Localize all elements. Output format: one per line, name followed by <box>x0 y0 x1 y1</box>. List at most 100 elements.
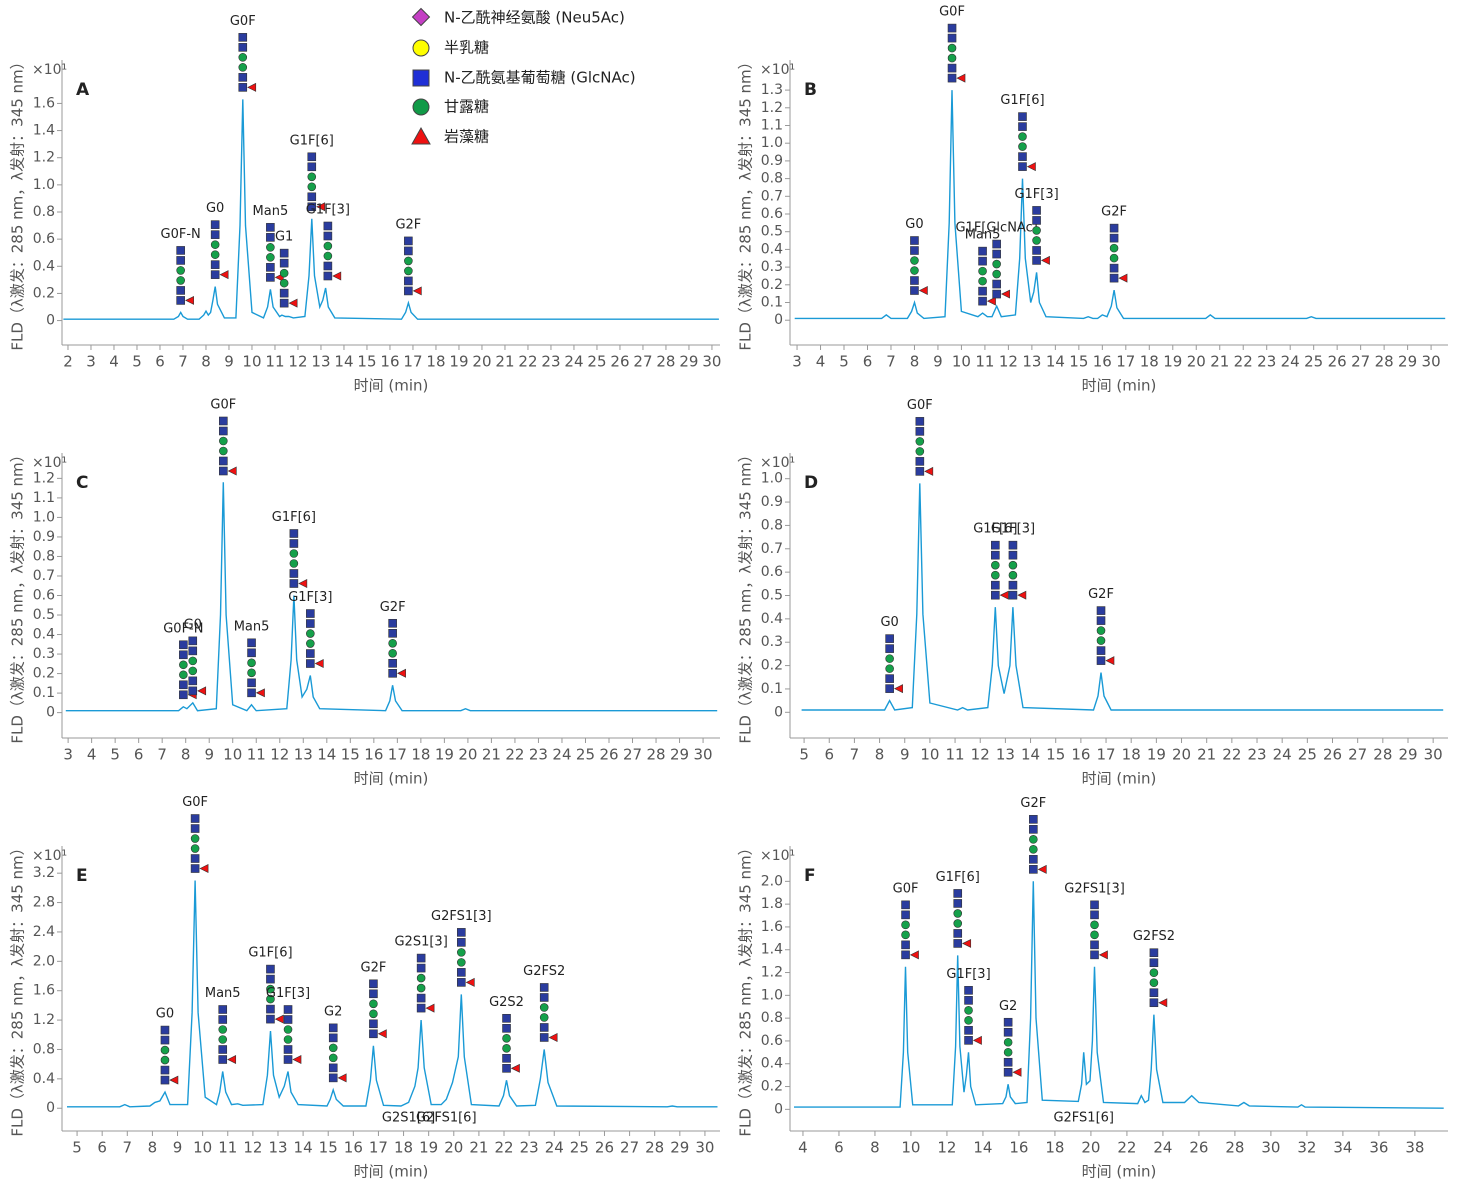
glycan-icon <box>965 1006 973 1014</box>
y-tick-label: 0.7 <box>761 541 783 557</box>
glycan-icon <box>189 677 197 685</box>
glycan-icon <box>266 253 274 261</box>
glycan-icon <box>886 645 894 653</box>
legend: N-乙酰神经氨酸 (Neu5Ac) 半乳糖 N-乙酰氨基葡萄糖 (GlcNAc)… <box>412 9 636 146</box>
glycan-icon <box>239 43 247 51</box>
x-tick-label: 22 <box>1117 1139 1136 1157</box>
glycan-icon <box>284 1016 292 1024</box>
x-tick-label: 9 <box>173 1139 183 1157</box>
glycan-icon <box>948 64 956 72</box>
glycan-icon <box>284 1006 292 1014</box>
glycan-icon <box>179 671 187 679</box>
x-tick-label: 15 <box>1069 353 1088 371</box>
glycan-icon <box>948 34 956 42</box>
glycan-icon <box>1150 969 1158 977</box>
y-tick-label: 0 <box>46 313 55 329</box>
glycan-icon <box>248 689 256 697</box>
glycan-icon <box>991 581 999 589</box>
glycan-icon <box>280 259 288 267</box>
glycan-icon <box>219 467 227 475</box>
x-tick-label: 12 <box>937 1139 956 1157</box>
glycan-icon <box>275 1015 283 1023</box>
glycan-icon <box>189 667 197 675</box>
glycan-icon <box>398 669 406 677</box>
glycan-icon <box>248 639 256 647</box>
x-tick-label: 17 <box>1096 746 1115 764</box>
glycan-icon <box>389 639 397 647</box>
glycan-icon <box>1029 835 1037 843</box>
x-tick-label: 30 <box>694 746 713 764</box>
glycan-icon <box>979 277 987 285</box>
glycan-icon <box>219 1016 227 1024</box>
y-exponent: ×10¹ <box>760 62 795 78</box>
glycan-icon <box>324 222 332 230</box>
glycan-icon <box>329 1044 337 1052</box>
glycan-icon <box>189 687 197 695</box>
x-tick-label: 25 <box>570 1139 589 1157</box>
glycan-icon <box>219 1056 227 1064</box>
glycan-icon <box>540 1023 548 1031</box>
x-tick-label: 26 <box>610 353 629 371</box>
x-tick-label: 6 <box>834 1139 844 1157</box>
x-tick-label: 25 <box>1304 353 1323 371</box>
glycan-icon <box>902 951 910 959</box>
glycan-icon <box>1038 865 1046 873</box>
glycan-icon <box>248 659 256 667</box>
peak-label: Man5 <box>253 204 289 219</box>
glycan-icon <box>177 286 185 294</box>
glycan-icon <box>324 242 332 250</box>
x-tick-label: 25 <box>576 746 595 764</box>
panel-label: D <box>804 473 818 493</box>
y-tick-label: 2.0 <box>761 873 783 889</box>
glycan-icon <box>948 54 956 62</box>
glycan-icon <box>219 1036 227 1044</box>
y-axis-title: FLD（λ激发：285 nm，λ发射：345 nm） <box>737 447 755 743</box>
peak-label: Man5 <box>205 986 241 1001</box>
glycan-icon <box>886 655 894 663</box>
x-tick-label: 18 <box>1045 1139 1064 1157</box>
glycan-icon <box>306 650 314 658</box>
glycan-icon <box>248 669 256 677</box>
x-tick-label: 12 <box>243 1139 262 1157</box>
peak-label: G2F <box>361 960 387 975</box>
glycan-icon <box>910 287 918 295</box>
glycan-icon <box>916 457 924 465</box>
x-tick-label: 22 <box>505 746 524 764</box>
y-axis-title: FLD（λ激发：285 nm，λ发射：345 nm） <box>737 840 755 1136</box>
x-tick-label: 18 <box>426 353 445 371</box>
x-tick-label: 22 <box>494 1139 513 1157</box>
glycan-icon <box>266 1005 274 1013</box>
glycan-icon <box>895 685 903 693</box>
glycan-icon <box>306 640 314 648</box>
peak-label: G1F[6] <box>248 946 292 961</box>
x-tick-label: 34 <box>1333 1139 1352 1157</box>
glycan-icon <box>1110 254 1118 262</box>
x-tick-label: 18 <box>394 1139 413 1157</box>
x-tick-label: 11 <box>218 1139 237 1157</box>
x-tick-label: 14 <box>1046 353 1065 371</box>
peak-label: G2FS1[3] <box>1064 881 1125 896</box>
glycan-icon <box>179 661 187 669</box>
glycan-icon <box>916 427 924 435</box>
x-tick-label: 26 <box>1189 1139 1208 1157</box>
glycan-icon <box>284 1056 292 1064</box>
glycan-icon <box>266 233 274 241</box>
glycan-icon <box>211 221 219 229</box>
x-tick-label: 20 <box>1187 353 1206 371</box>
glycan-icon <box>219 427 227 435</box>
x-tick-label: 6 <box>97 1139 107 1157</box>
x-tick-label: 19 <box>449 353 468 371</box>
glycan-icon <box>1018 133 1026 141</box>
glycan-icon <box>404 287 412 295</box>
legend-label: N-乙酰神经氨酸 (Neu5Ac) <box>444 9 625 27</box>
glycan-icon <box>266 975 274 983</box>
y-tick-label: 0 <box>774 312 783 328</box>
glycan-icon <box>413 287 421 295</box>
glycan-icon <box>1018 153 1026 161</box>
peak-label: G2S1[3] <box>394 935 447 950</box>
x-tick-label: 10 <box>952 353 971 371</box>
glycan-icon <box>886 685 894 693</box>
glycan-icon <box>1097 647 1105 655</box>
legend-label: 岩藻糖 <box>444 128 489 146</box>
y-tick-label: 0.3 <box>33 646 55 662</box>
